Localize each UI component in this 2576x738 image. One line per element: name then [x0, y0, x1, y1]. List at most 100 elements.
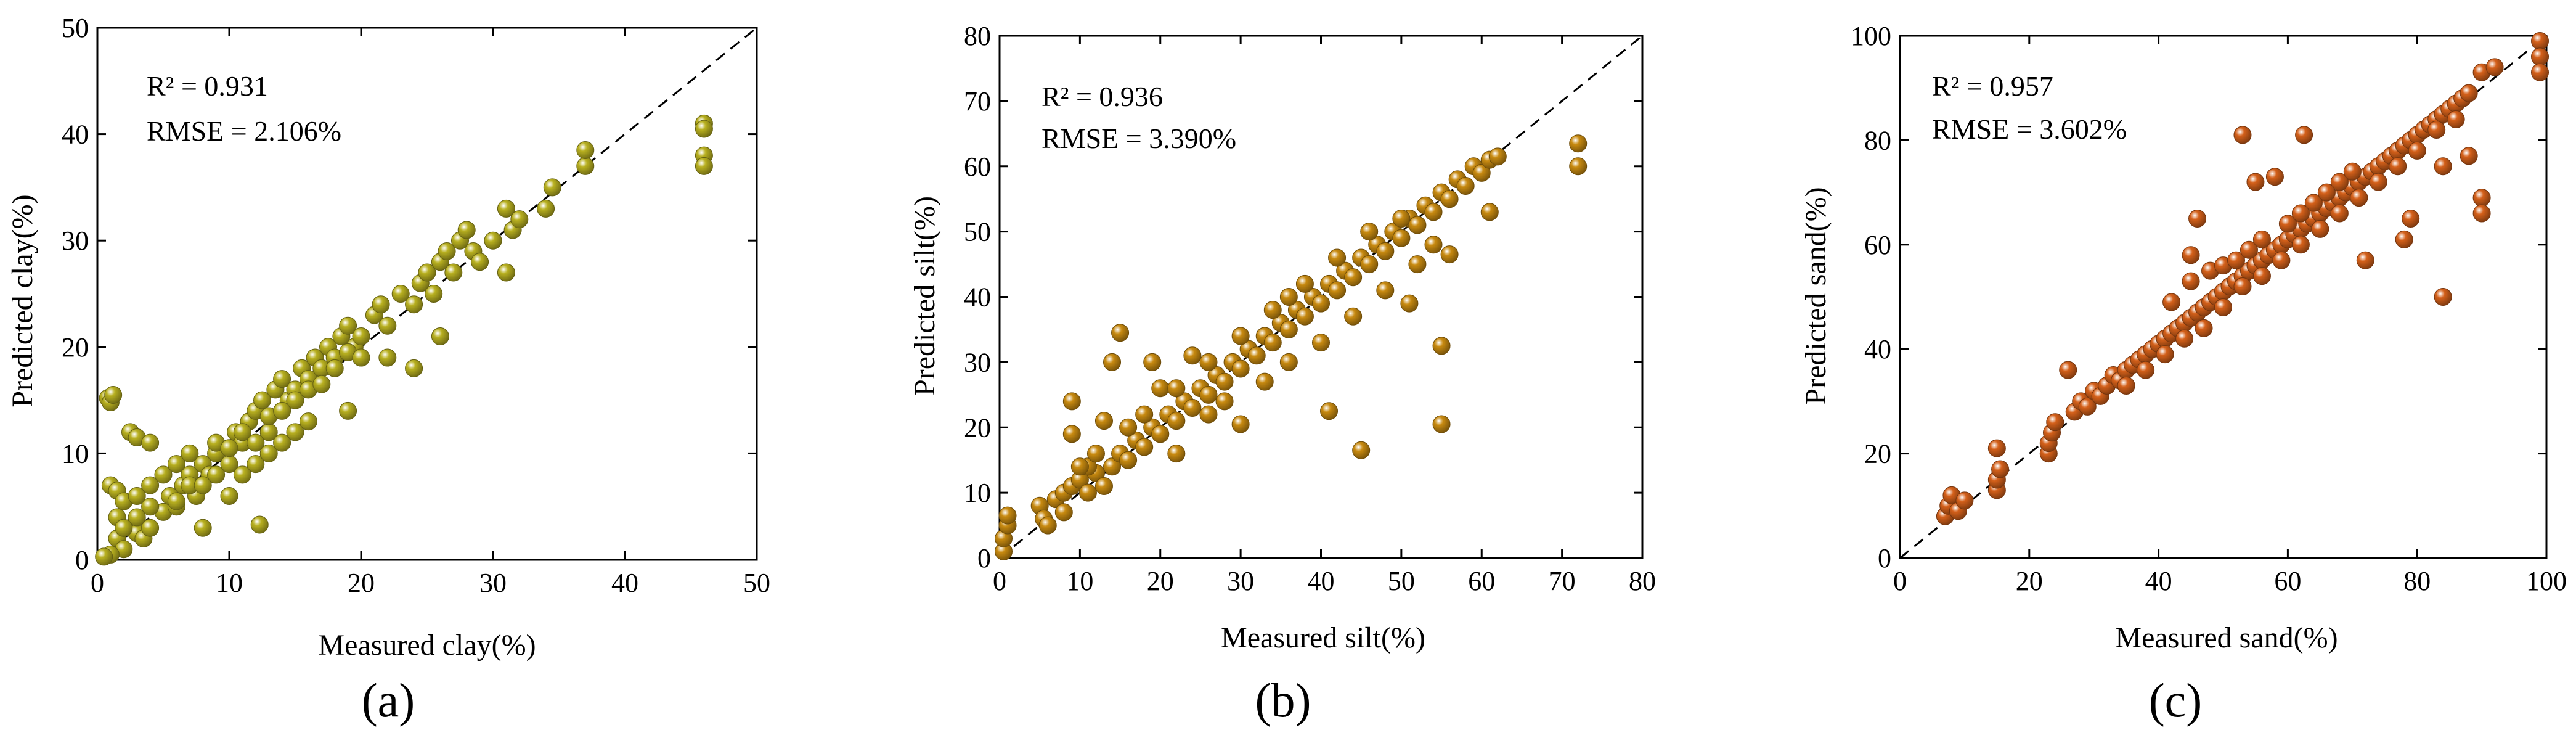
data-point-b: [1111, 324, 1130, 342]
data-point-a: [273, 401, 291, 420]
data-point-c: [2233, 277, 2252, 296]
y-tick-label-b: 60: [964, 152, 991, 182]
r2-label-c: R² = 0.957: [1932, 70, 2053, 102]
data-point-c: [2356, 251, 2374, 269]
panel-label-b: (b): [1255, 673, 1311, 727]
x-tick-label-a: 10: [216, 568, 243, 598]
y-axis-label-c: Predicted sand(%): [1800, 187, 1832, 404]
panel-label-c: (c): [2149, 673, 2203, 727]
data-point-b: [1167, 445, 1186, 463]
x-tick-label-c: 40: [2145, 566, 2172, 596]
data-point-a: [286, 423, 304, 441]
data-point-a: [141, 476, 160, 494]
data-point-c: [2265, 168, 2284, 186]
data-point-a: [250, 515, 269, 534]
plot-frame-a: [96, 27, 758, 561]
data-point-c: [2427, 120, 2446, 139]
data-point-c: [2078, 397, 2097, 416]
data-point-b: [1440, 190, 1459, 208]
data-point-b: [1376, 242, 1395, 260]
data-point-a: [207, 465, 226, 484]
y-tick-label-a: 30: [62, 226, 89, 256]
data-point-c: [2531, 31, 2550, 50]
data-point-a: [273, 433, 291, 452]
data-point-b: [1440, 245, 1459, 264]
data-point-a: [286, 391, 304, 409]
x-tick-label-b: 0: [993, 566, 1006, 596]
y-axis-label-a: Predicted clay(%): [6, 194, 39, 407]
y-tick-label-a: 20: [62, 332, 89, 363]
data-point-a: [115, 519, 133, 537]
data-point-c: [2182, 272, 2200, 290]
x-tick-label-c: 80: [2403, 566, 2431, 596]
data-point-b: [1424, 203, 1443, 221]
x-tick-label-c: 0: [1893, 566, 1907, 596]
x-axis-label-c: Measured sand(%): [2115, 621, 2338, 654]
data-point-c: [2156, 345, 2174, 364]
data-point-a: [352, 348, 370, 367]
data-point-b: [1103, 353, 1122, 371]
data-point-c: [2175, 329, 2194, 348]
data-point-c: [2311, 219, 2329, 238]
data-point-c: [2162, 293, 2181, 311]
data-point-b: [1086, 445, 1105, 463]
data-point-a: [220, 486, 238, 505]
y-tick-label-b: 50: [964, 217, 991, 247]
y-tick-label-a: 0: [75, 545, 89, 575]
data-point-a: [181, 444, 199, 462]
data-point-a: [299, 412, 317, 431]
data-point-c: [2252, 267, 2271, 285]
data-point-b: [1062, 425, 1081, 443]
data-point-c: [2531, 47, 2550, 66]
y-tick-label-c: 60: [1864, 230, 1891, 260]
data-point-c: [2246, 173, 2265, 191]
data-point-b: [1199, 385, 1218, 404]
data-point-a: [128, 486, 146, 505]
data-point-a: [444, 263, 463, 282]
data-point-a: [233, 465, 251, 484]
data-point-b: [1312, 294, 1330, 313]
data-point-c: [2434, 288, 2452, 306]
data-point-c: [2295, 126, 2313, 144]
y-tick-label-b: 20: [964, 412, 991, 443]
panel-label-a: (a): [362, 673, 415, 727]
data-point-a: [695, 157, 713, 175]
data-point-a: [128, 508, 146, 527]
data-point-a: [339, 401, 357, 420]
data-point-c: [2182, 246, 2200, 264]
data-point-c: [2408, 141, 2426, 160]
data-point-c: [2317, 183, 2336, 202]
data-point-c: [2252, 230, 2271, 248]
data-point-a: [352, 327, 370, 346]
data-point-b: [1215, 372, 1234, 391]
y-tick-label-a: 50: [62, 13, 89, 43]
y-axis-label-b: Predicted silt(%): [908, 196, 941, 396]
data-point-a: [510, 210, 529, 229]
y-tick-label-b: 70: [964, 86, 991, 117]
data-point-b: [1328, 248, 1347, 267]
data-point-c: [2395, 230, 2413, 248]
data-point-b: [1344, 268, 1363, 287]
data-point-c: [2472, 189, 2491, 207]
data-point-c: [2227, 251, 2245, 269]
data-point-b: [1231, 359, 1250, 378]
data-point-c: [2460, 84, 2478, 102]
data-point-b: [1352, 441, 1371, 459]
data-point-a: [438, 242, 456, 260]
data-point-a: [220, 439, 238, 457]
data-point-a: [457, 221, 476, 239]
y-tick-label-c: 20: [1864, 439, 1891, 469]
y-tick-label-b: 30: [964, 347, 991, 377]
data-point-c: [2291, 204, 2310, 223]
data-point-c: [2472, 204, 2491, 223]
data-point-a: [233, 423, 251, 441]
data-point-b: [1119, 418, 1138, 437]
data-point-a: [497, 199, 515, 218]
data-point-a: [576, 141, 595, 159]
data-point-a: [312, 375, 331, 393]
rmse-label-c: RMSE = 3.602%: [1932, 113, 2127, 145]
x-tick-label-c: 60: [2274, 566, 2301, 596]
plot-area-a: 0 10 20 30 40 50 0 10 20 30 40 50: [62, 13, 770, 598]
data-point-c: [2059, 361, 2077, 379]
data-point-c: [2291, 236, 2310, 254]
